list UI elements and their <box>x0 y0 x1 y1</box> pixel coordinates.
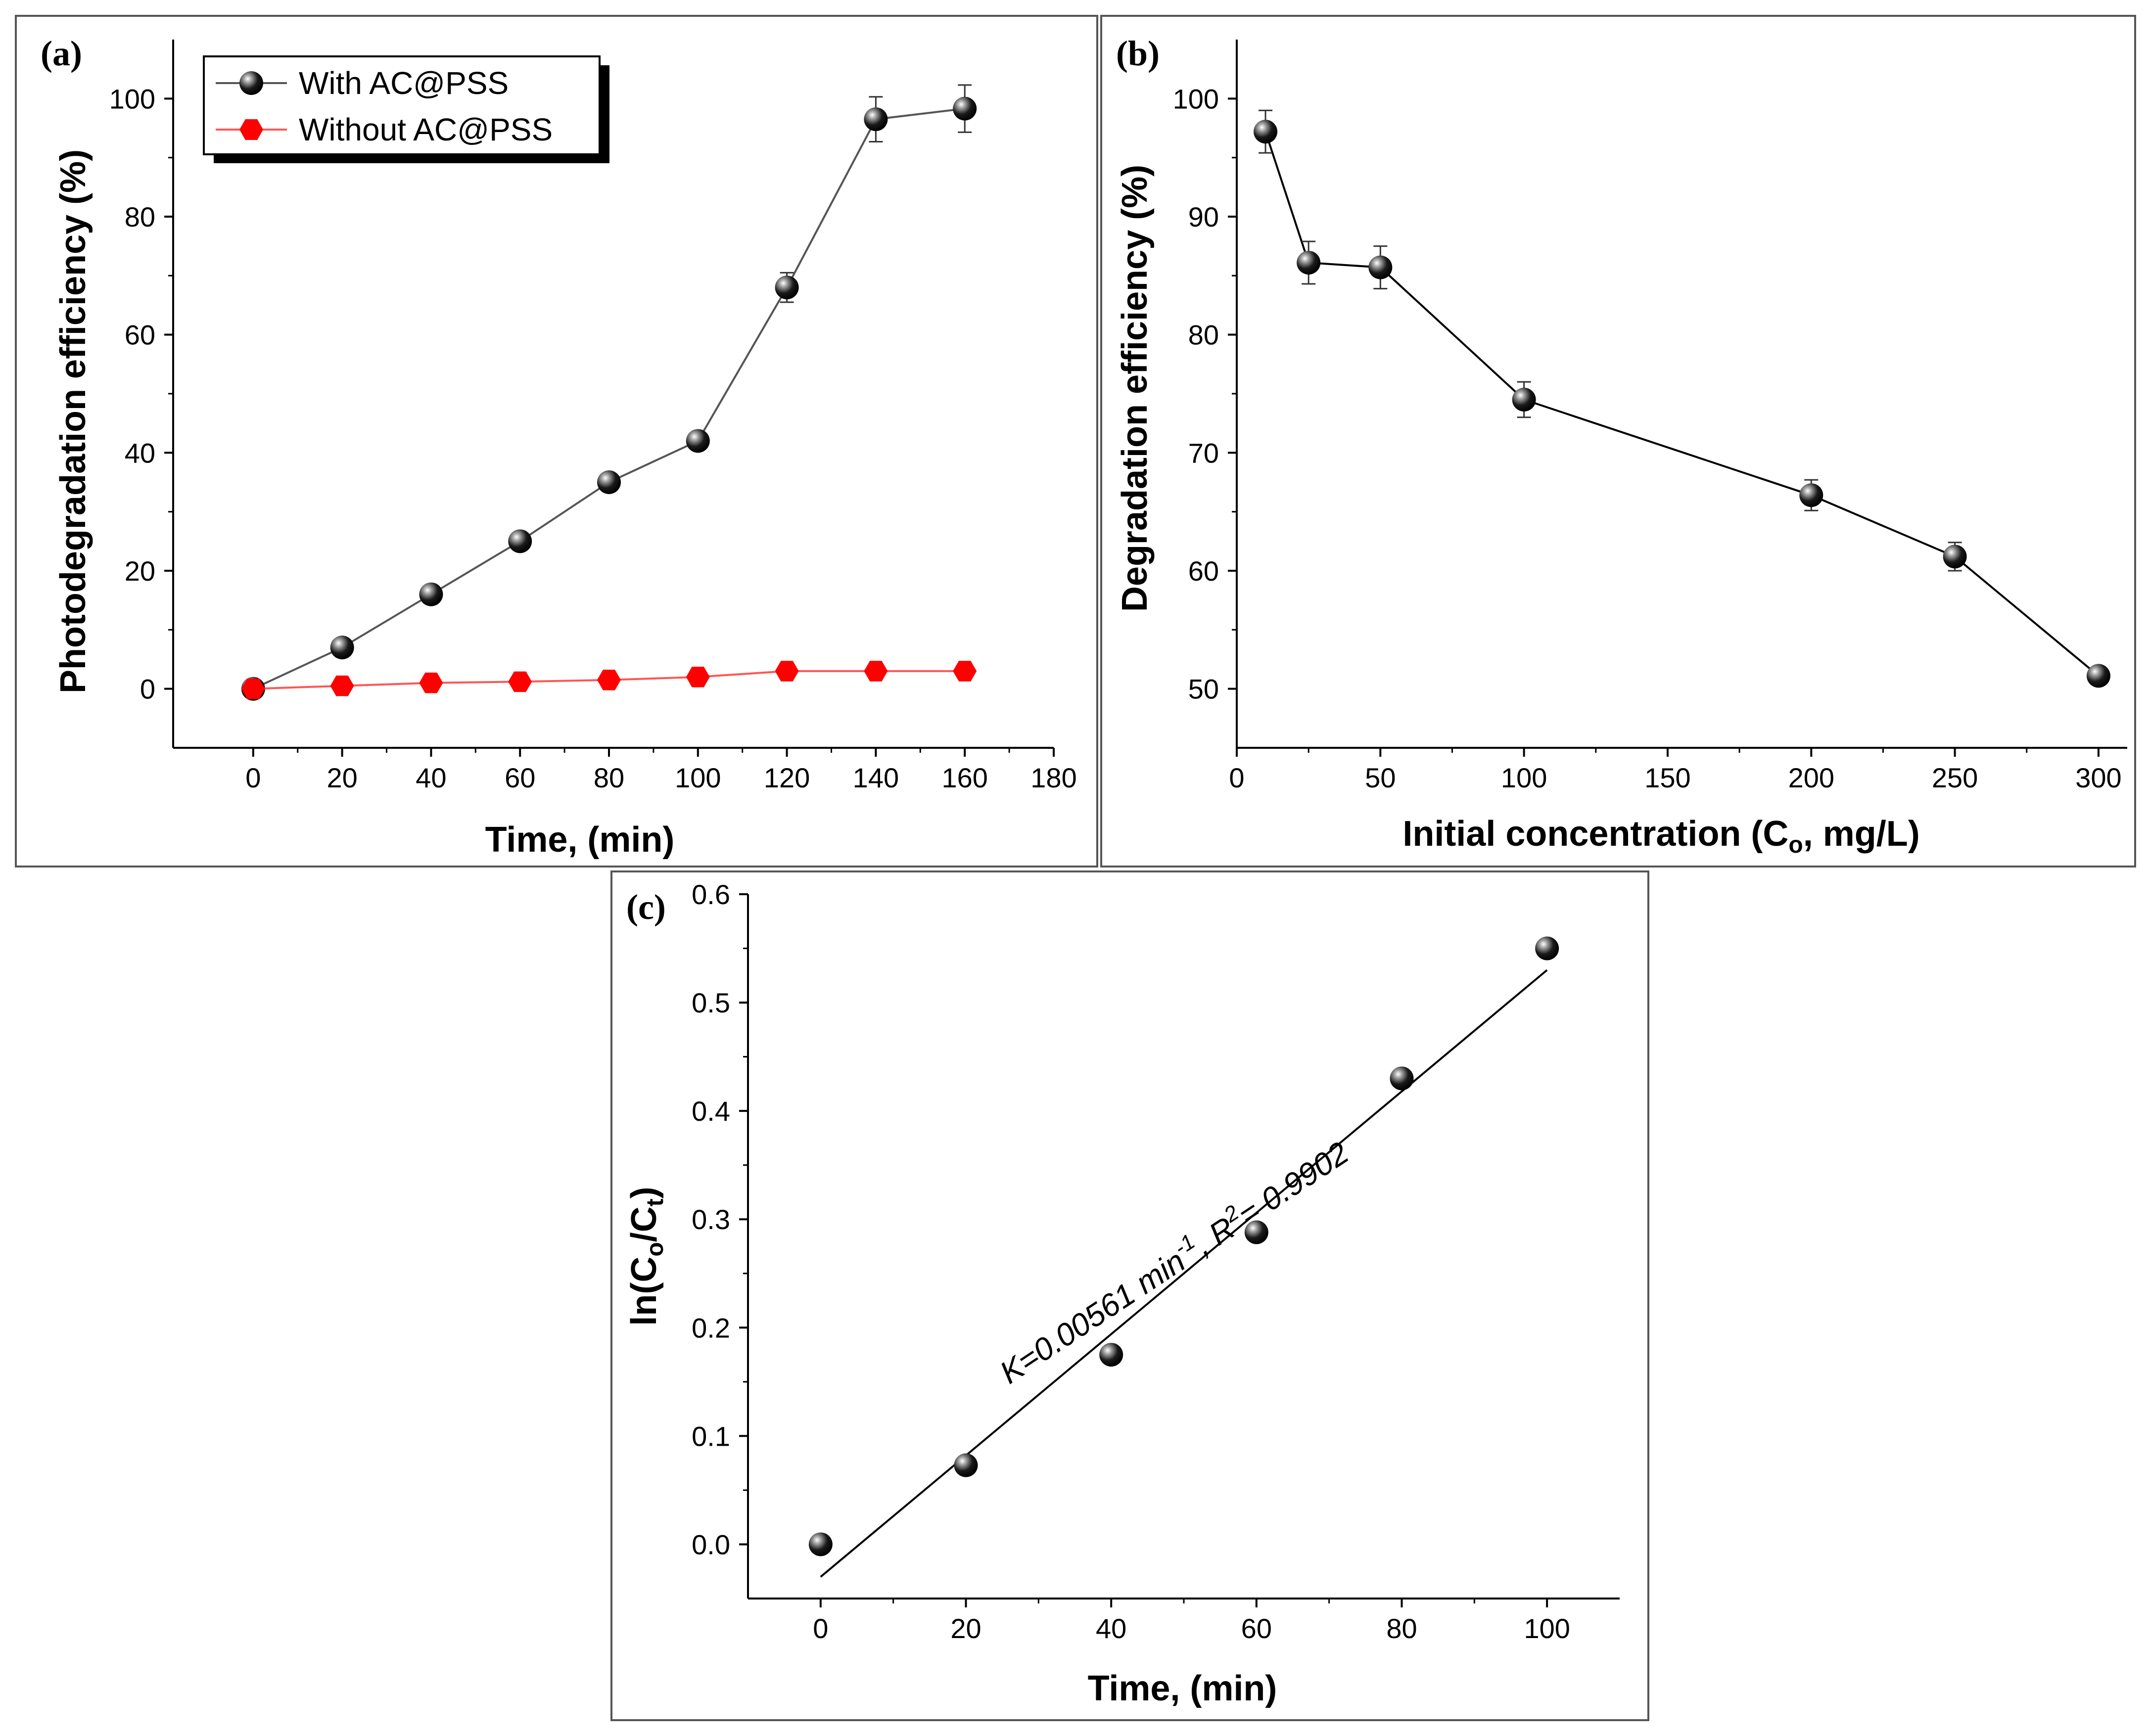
y-tick-label: 50 <box>1188 674 1219 705</box>
panel-c-x-axis-label: Time, (min) <box>1088 1669 1277 1708</box>
data-point-without-ac-pss <box>241 678 265 699</box>
panel-c-y-axis-label: ln(Co/Ct) <box>624 1187 668 1325</box>
y-tick-label: 0.1 <box>692 1420 730 1452</box>
data-point-without-ac-pss <box>775 661 799 682</box>
data-point-with-ac-pss <box>597 470 621 494</box>
data-point-ln-co-ct <box>1535 936 1559 960</box>
y-tick-label: 0.2 <box>692 1312 730 1343</box>
y-tick-label: 100 <box>1173 83 1219 114</box>
data-point-degradation-efficiency <box>1297 251 1321 275</box>
x-tick-label: 300 <box>2075 762 2121 793</box>
panel-a: (a) 0 20 40 60 80 100 120 140 160 180 0 20 40 60 80 100… <box>15 15 1098 868</box>
y-tick-label: 80 <box>125 201 155 232</box>
data-point-ln-co-ct <box>954 1453 978 1477</box>
data-point-ln-co-ct <box>1390 1066 1414 1091</box>
x-tick-label: 0 <box>245 762 261 793</box>
data-point-degradation-efficiency <box>1799 483 1823 507</box>
x-tick-label: 50 <box>1365 762 1396 793</box>
data-point-with-ac-pss <box>330 636 354 660</box>
data-point-without-ac-pss <box>508 671 532 692</box>
x-tick-label: 40 <box>416 762 446 793</box>
y-tick-label: 60 <box>125 320 155 351</box>
data-point-with-ac-pss <box>686 429 710 453</box>
x-tick-label: 100 <box>1524 1613 1570 1644</box>
x-tick-label: 0 <box>1229 762 1244 793</box>
y-tick-label: 90 <box>1188 201 1219 232</box>
data-point-ln-co-ct <box>808 1532 833 1556</box>
data-point-without-ac-pss <box>419 672 443 693</box>
data-point-without-ac-pss <box>953 661 977 682</box>
panel-c-label: (c) <box>626 887 666 927</box>
x-tick-label: 0 <box>813 1613 828 1644</box>
legend-label-with-acpss: With AC@PSS <box>299 65 509 101</box>
y-tick-label: 100 <box>109 83 155 114</box>
y-tick-label: 0.4 <box>692 1096 730 1127</box>
y-tick-label: 0.5 <box>692 987 730 1018</box>
x-tick-label: 40 <box>1096 1613 1126 1644</box>
data-point-with-ac-pss <box>508 529 532 553</box>
x-tick-label: 120 <box>764 762 810 793</box>
legend-label-without-acpss: Without AC@PSS <box>299 112 553 147</box>
y-tick-label: 0.0 <box>692 1529 730 1560</box>
x-tick-label: 20 <box>950 1613 981 1644</box>
y-tick-label: 60 <box>1188 555 1219 587</box>
x-tick-label: 200 <box>1788 762 1834 793</box>
data-point-degradation-efficiency <box>1943 545 1967 569</box>
y-tick-label: 0.3 <box>692 1204 730 1235</box>
legend: With AC@PSS Without AC@PSS <box>203 55 609 163</box>
legend-box <box>203 55 601 155</box>
panel-b-plot: 0 50 100 150 200 250 300 50 60 70 80 90 100 <box>1173 40 2127 793</box>
y-tick-label: 80 <box>1188 320 1219 351</box>
legend-marker-without-acpss <box>239 119 263 140</box>
panel-b: (b) 0 50 100 150 200 250 300 50 60 70 80 90 100 Init… <box>1100 15 2136 868</box>
x-tick-label: 250 <box>1932 762 1978 793</box>
panel-c-plot: 0 20 40 60 80 100 0.0 0.1 0.2 0.3 0.4 0.5 0.6 <box>692 879 1620 1644</box>
x-tick-label: 100 <box>675 762 721 793</box>
data-point-degradation-efficiency <box>2086 664 2110 688</box>
x-tick-label: 140 <box>853 762 899 793</box>
panel-b-y-axis-label: Degradation efficiency (%) <box>1115 165 1155 612</box>
panel-a-y-axis-label: Photodegradation efficiency (%) <box>53 149 93 693</box>
x-tick-label: 80 <box>1386 1613 1417 1644</box>
data-point-degradation-efficiency <box>1254 120 1278 144</box>
panel-b-x-axis-label: Initial concentration (Co, mg/L) <box>1402 814 1919 858</box>
panel-c-frame <box>610 870 1649 1721</box>
y-tick-label: 70 <box>1188 437 1219 468</box>
data-point-with-ac-pss <box>419 582 443 606</box>
data-point-without-ac-pss <box>686 667 710 687</box>
data-point-ln-co-ct <box>1244 1220 1268 1244</box>
panel-a-label: (a) <box>41 34 82 73</box>
data-point-with-ac-pss <box>775 275 799 300</box>
fit-line <box>820 969 1548 1578</box>
data-point-ln-co-ct <box>1099 1343 1123 1367</box>
x-tick-label: 160 <box>941 762 987 793</box>
data-point-without-ac-pss <box>864 661 888 682</box>
y-tick-label: 0 <box>140 674 155 705</box>
y-tick-label: 40 <box>125 437 155 468</box>
data-point-degradation-efficiency <box>1368 255 1393 279</box>
x-tick-label: 20 <box>327 762 357 793</box>
y-tick-label: 0.6 <box>692 879 730 910</box>
data-point-with-ac-pss <box>953 96 977 121</box>
x-tick-label: 180 <box>1030 762 1076 793</box>
panel-b-frame <box>1100 15 2136 868</box>
panel-a-x-axis-label: Time, (min) <box>485 820 675 860</box>
data-point-without-ac-pss <box>330 675 354 696</box>
x-tick-label: 60 <box>1241 1613 1272 1644</box>
data-point-degradation-efficiency <box>1512 387 1536 411</box>
y-tick-label: 20 <box>125 555 155 587</box>
legend-marker-with-acpss <box>239 71 263 95</box>
data-point-without-ac-pss <box>597 670 621 690</box>
panel-a-plot: 0 20 40 60 80 100 120 140 160 180 0 20 40 60 80 100 <box>109 40 1077 793</box>
data-point-with-ac-pss <box>864 107 888 132</box>
panel-b-label: (b) <box>1116 34 1160 73</box>
x-tick-label: 100 <box>1501 762 1547 793</box>
x-tick-label: 150 <box>1644 762 1690 793</box>
x-tick-label: 60 <box>505 762 535 793</box>
x-tick-label: 80 <box>594 762 624 793</box>
panel-c: (c) 0 20 40 60 80 100 0.0 0.1 0.2 0.3 0.4 0.5 0.6 Ti… <box>610 870 1649 1721</box>
